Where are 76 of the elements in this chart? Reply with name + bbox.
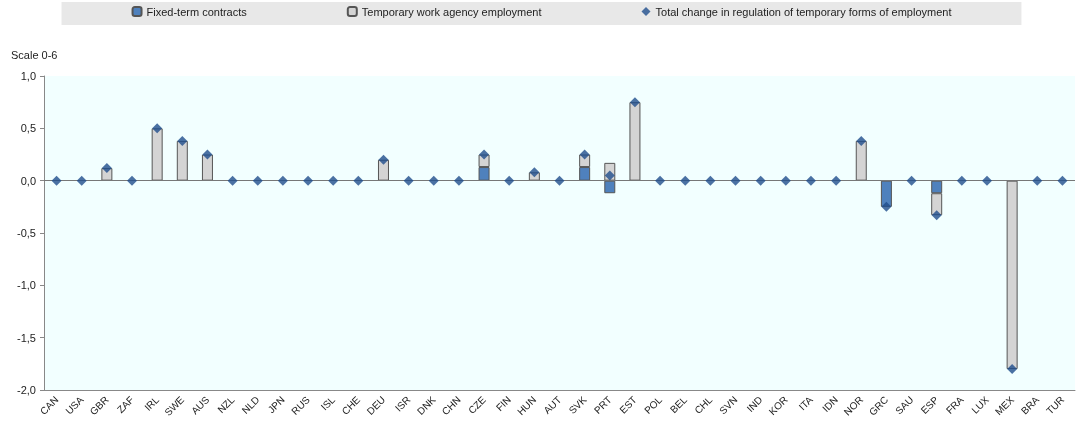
x-tick-label: USA — [63, 393, 86, 417]
point — [780, 175, 791, 186]
y-tick-label: 0,5 — [20, 122, 36, 135]
bar — [1006, 180, 1018, 370]
x-tick-label: NLD — [239, 394, 262, 417]
point — [227, 175, 238, 186]
point — [303, 175, 314, 186]
point — [1057, 175, 1068, 186]
point — [529, 167, 540, 178]
point — [504, 175, 515, 186]
point — [831, 175, 842, 186]
y-tick-label: 1,0 — [20, 70, 36, 82]
x-tick-label: ESP — [918, 393, 941, 417]
x-tick-label: BRA — [1018, 393, 1042, 417]
bar — [855, 140, 867, 181]
x-tick-label: CHL — [692, 393, 715, 417]
x-tick-label: TUR — [1044, 394, 1067, 417]
x-tick-label: FRA — [943, 393, 966, 417]
point — [805, 175, 816, 186]
point — [479, 149, 490, 160]
point — [629, 97, 640, 108]
point — [931, 210, 942, 221]
point — [856, 135, 867, 146]
point — [378, 154, 389, 165]
y-tick-label: -0,5 — [17, 227, 36, 239]
x-tick-label: IDN — [820, 394, 840, 415]
bar — [176, 140, 188, 181]
point — [277, 175, 288, 186]
x-tick-label: IRL — [142, 393, 162, 413]
point — [51, 175, 62, 186]
y-axis-title: Scale 0-6 — [11, 48, 58, 61]
point — [76, 175, 87, 186]
point — [353, 175, 364, 186]
point — [152, 123, 163, 134]
point — [328, 175, 339, 186]
legend-label: Total change in regulation of temporary forms of employment — [655, 5, 952, 18]
point — [202, 149, 213, 160]
point — [680, 175, 691, 186]
y-tick-label: -1,5 — [17, 331, 36, 344]
point — [403, 175, 414, 186]
x-tick-label: ISL — [318, 393, 338, 413]
point — [428, 175, 439, 186]
point — [981, 175, 992, 186]
x-tick-label: FIN — [493, 394, 514, 414]
point — [1032, 175, 1043, 186]
point — [881, 201, 892, 212]
y-tick-label: 0,0 — [20, 174, 36, 187]
x-tick-label: ITA — [796, 393, 816, 413]
point — [252, 175, 263, 186]
bar — [151, 128, 163, 181]
bar — [629, 102, 641, 181]
point — [554, 175, 565, 186]
point — [730, 175, 741, 186]
x-tick-label: ISR — [392, 394, 413, 414]
x-tick-label: JPN — [265, 394, 287, 416]
point — [956, 175, 967, 186]
point — [705, 175, 716, 186]
point — [755, 175, 766, 186]
point — [453, 175, 464, 186]
x-tick-label: NZL — [215, 393, 237, 416]
point — [906, 175, 917, 186]
x-tick-label: CZE — [466, 393, 489, 417]
point — [579, 149, 590, 160]
y-tick-label: -1,0 — [17, 279, 36, 292]
x-tick-label: BEL — [668, 393, 690, 416]
y-tick-label: -2,0 — [17, 384, 36, 396]
point — [177, 135, 188, 146]
point — [101, 163, 112, 174]
legend-label: Fixed-term contracts — [146, 5, 248, 18]
point — [1007, 364, 1018, 375]
bar — [880, 180, 892, 207]
x-tick-label: IND — [744, 394, 765, 415]
point — [127, 175, 138, 186]
legend-label: Temporary work agency employment — [361, 5, 542, 18]
x-tick-label: POL — [642, 393, 665, 417]
point — [655, 175, 666, 186]
